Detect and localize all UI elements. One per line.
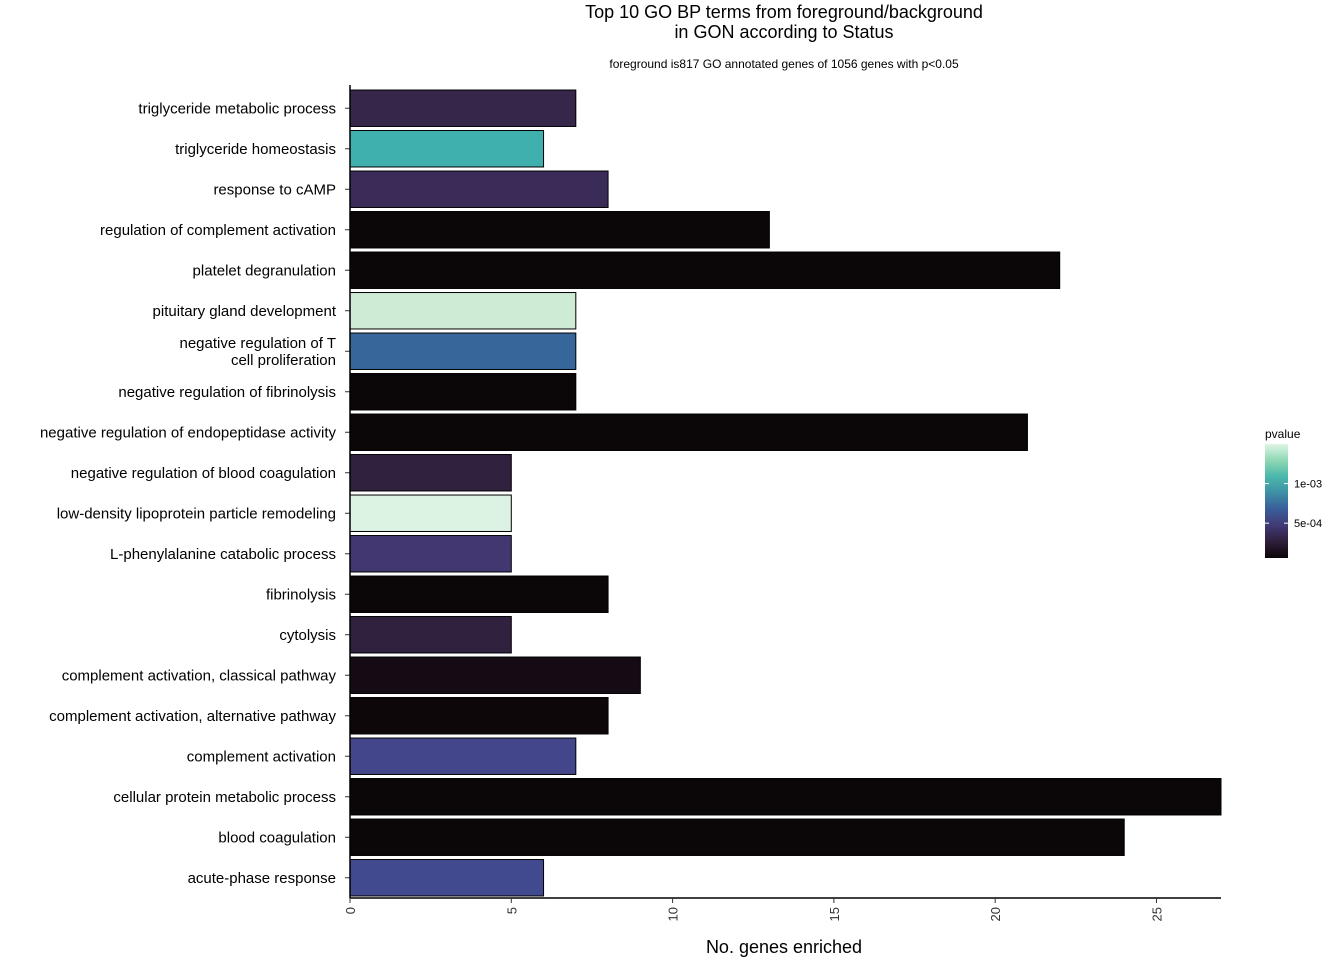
category-label: complement activation, alternative pathw… [49,708,336,725]
bar [349,170,609,208]
legend: pvalue 1e-03 5e-04 [1265,427,1322,558]
chart-title-line: in GON according to Status [674,22,893,42]
bar [349,575,609,613]
category-label: L-phenylalanine catabolic process [110,546,336,563]
bar [349,818,1125,856]
category-label: cellular protein metabolic process [113,789,336,806]
category-labels: triglyceride metabolic process triglyceri… [40,100,350,887]
bar [349,130,545,168]
category-label: pituitary gland development [153,303,337,320]
x-tick-label: 5 [504,907,519,914]
bar [349,332,577,370]
bar [349,292,577,330]
bar [349,656,641,694]
legend-title: pvalue [1265,427,1301,441]
bar [349,211,770,249]
bar [349,251,1061,289]
bars-layer [349,89,1222,897]
category-label: fibrinolysis [266,586,336,603]
bar [349,373,577,411]
legend-colorbar [1265,444,1288,558]
legend-label: 1e-03 [1294,479,1322,491]
x-tick-label: 25 [1149,907,1164,921]
chart-subtitle: foreground is817 GO annotated genes of 1… [609,57,959,71]
bar [349,454,512,492]
category-label: platelet degranulation [193,262,336,279]
bar [349,535,512,573]
bar [349,89,577,127]
bar [349,778,1222,816]
category-label: triglyceride metabolic process [138,100,336,117]
bar [349,494,512,532]
category-label: complement activation [187,748,336,765]
x-tick-label: 0 [343,907,358,914]
x-axis-title: No. genes enriched [706,937,862,957]
category-label: triglyceride homeostasis [175,141,336,158]
category-label: complement activation, classical pathway [62,667,337,684]
category-label: cytolysis [279,627,336,644]
x-tick-label: 20 [988,907,1003,921]
bar [349,737,577,775]
category-label: response to cAMP [213,181,336,198]
chart-title-line: Top 10 GO BP terms from foreground/backg… [585,2,983,22]
x-tick-label: 10 [666,907,681,921]
axes: 0 5 10 15 20 25 [343,85,1221,921]
bar [349,697,609,735]
x-tick-label: 15 [827,907,842,921]
chart-title: Top 10 GO BP terms from foreground/backg… [585,2,983,42]
category-label: negative regulation of blood coagulation [71,465,336,482]
bar [349,616,512,654]
category-label: blood coagulation [218,829,336,846]
legend-label: 5e-04 [1294,518,1322,530]
category-label: acute-phase response [188,870,336,887]
bar [349,413,1028,451]
category-label: regulation of complement activation [100,222,336,239]
category-label: low-density lipoprotein particle remodel… [57,505,336,522]
category-label: negative regulation of endopeptidase act… [40,424,337,441]
category-label: negative regulation of fibrinolysis [118,384,336,401]
bar [349,859,545,897]
